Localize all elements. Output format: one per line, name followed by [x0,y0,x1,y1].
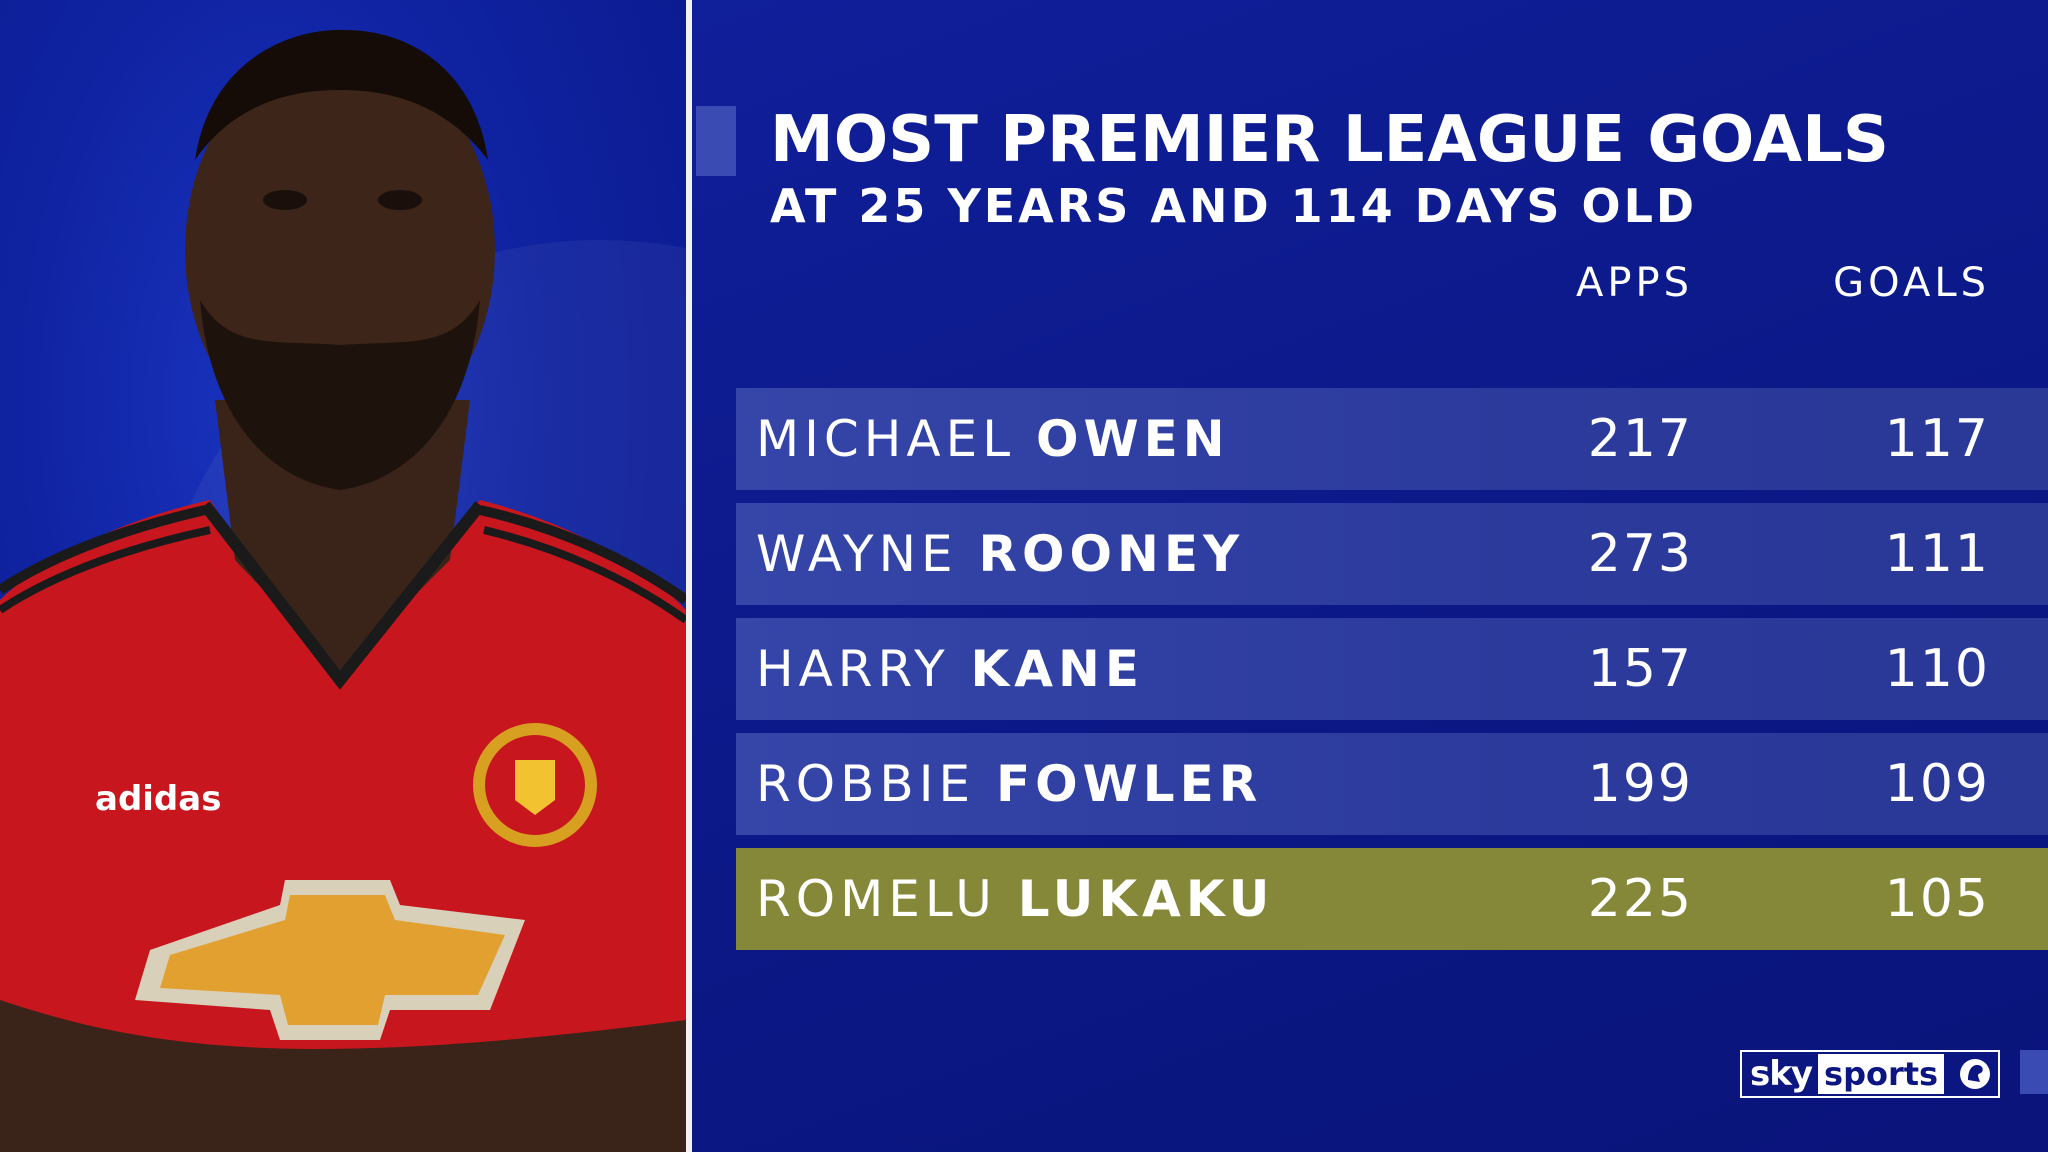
panel-divider [686,0,692,1152]
page-title: MOST PREMIER LEAGUE GOALS [770,103,1889,177]
goals-value: 105 [1884,869,1990,929]
goals-value: 111 [1884,524,1990,584]
table-row: ROBBIE FOWLER 199 109 [736,733,2048,835]
player-portrait-icon: adidas [0,29,686,1152]
logo-sports-text: sports [1818,1054,1945,1094]
player-first-name: HARRY [756,640,950,698]
goals-value: 110 [1884,639,1990,699]
apps-value: 273 [1587,524,1693,584]
apps-value: 217 [1587,409,1693,469]
page-subtitle: AT 25 YEARS AND 114 DAYS OLD [770,179,1698,233]
player-first-name: ROBBIE [756,755,976,813]
apps-value: 225 [1587,869,1693,929]
player-last-name: KANE [970,640,1144,698]
player-first-name: ROMELU [756,870,997,928]
column-header-apps: APPS [1576,260,1693,306]
player-name: HARRY KANE [756,618,1144,720]
player-last-name: OWEN [1035,410,1230,468]
player-last-name: ROONEY [978,525,1245,583]
player-photo: adidas [0,0,686,1152]
title-accent [696,106,736,176]
player-name: WAYNE ROONEY [756,503,1244,605]
logo-accent [2020,1050,2048,1094]
player-last-name: LUKAKU [1017,870,1275,928]
player-first-name: MICHAEL [756,410,1016,468]
player-first-name: WAYNE [756,525,958,583]
player-last-name: FOWLER [995,755,1263,813]
player-name: MICHAEL OWEN [756,388,1230,490]
premier-league-lion-icon [1960,1059,1990,1089]
player-name: ROBBIE FOWLER [756,733,1262,835]
table-row-highlighted: ROMELU LUKAKU 225 105 [736,848,2048,950]
player-name: ROMELU LUKAKU [756,848,1274,950]
table-row: MICHAEL OWEN 217 117 [736,388,2048,490]
logo-sky-text: sky [1750,1054,1813,1094]
column-header-goals: GOALS [1833,260,1990,306]
goals-value: 117 [1884,409,1990,469]
sky-sports-logo: sky sports [1740,1050,2000,1098]
table-row: WAYNE ROONEY 273 111 [736,503,2048,605]
goals-value: 109 [1884,754,1990,814]
adidas-logo: adidas [95,779,221,819]
apps-value: 157 [1587,639,1693,699]
apps-value: 199 [1587,754,1693,814]
table-row: HARRY KANE 157 110 [736,618,2048,720]
